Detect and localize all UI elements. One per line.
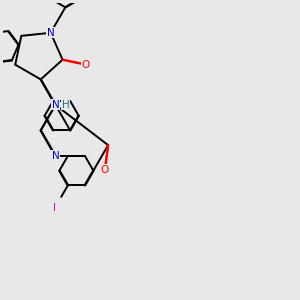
Text: O: O [82,60,90,70]
Text: O: O [101,165,109,175]
Text: N: N [52,151,59,161]
Text: H: H [62,100,70,110]
Text: I: I [53,203,56,213]
Text: N: N [47,28,55,38]
Text: N: N [52,100,59,110]
